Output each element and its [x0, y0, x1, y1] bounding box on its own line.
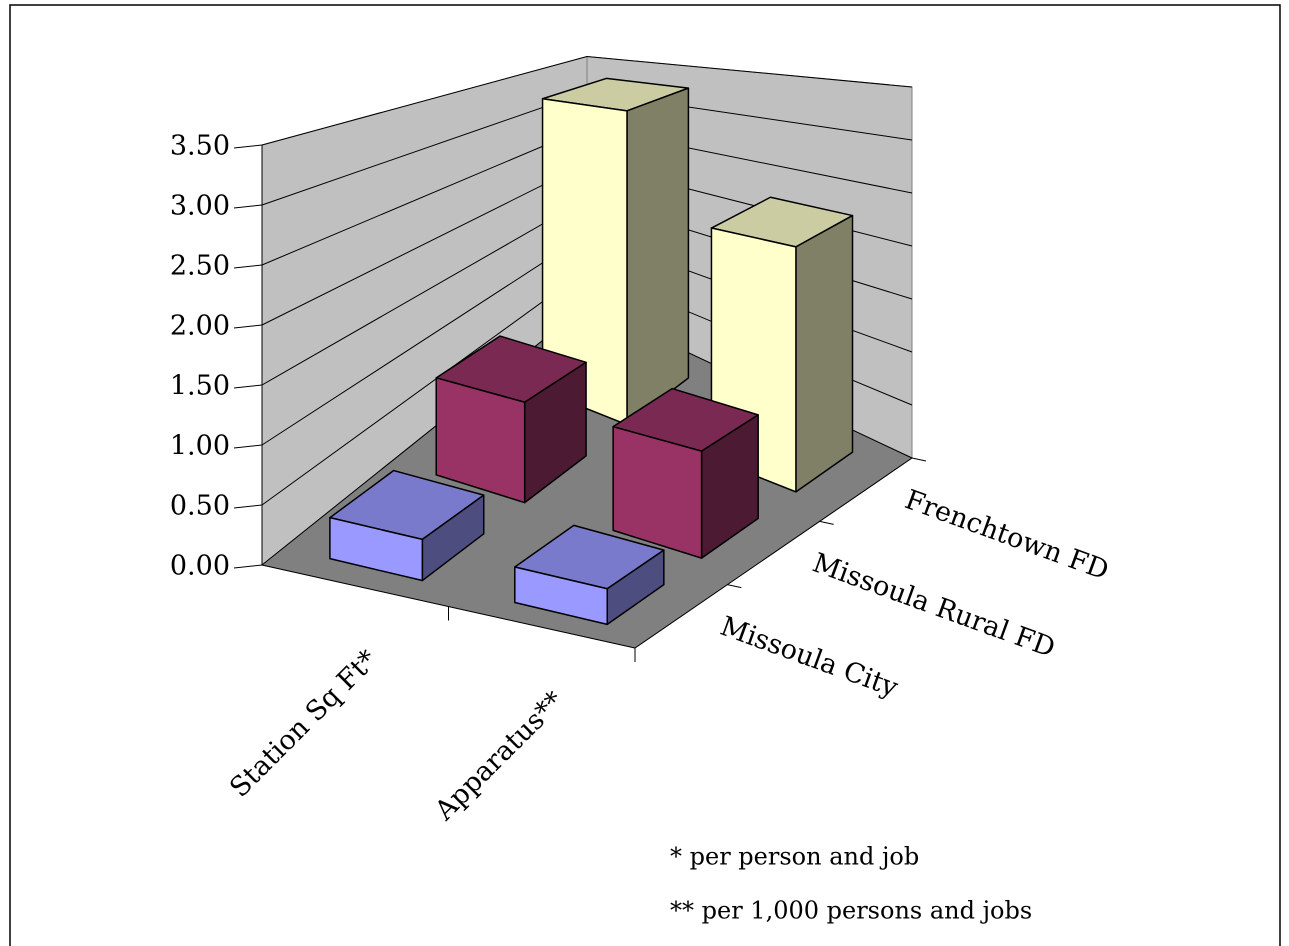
footnote: * per person and job: [670, 843, 919, 871]
y-tick: [233, 564, 263, 569]
y-tick-label: 3.50: [170, 131, 230, 162]
y-tick-label: 1.50: [170, 371, 230, 402]
y-tick: [233, 324, 263, 329]
y-tick-label: 0.00: [170, 551, 230, 582]
bar-front: [329, 516, 424, 582]
y-tick: [233, 504, 263, 509]
footnote: ** per 1,000 persons and jobs: [670, 897, 1032, 925]
bar-front: [612, 425, 703, 559]
bar: [514, 524, 665, 626]
bar-front: [435, 377, 526, 504]
depth-tick: [911, 457, 927, 462]
grid-line: [261, 55, 913, 146]
bar-front: [514, 566, 608, 626]
bar-side: [626, 87, 690, 426]
y-tick: [233, 264, 263, 269]
depth-tick: [727, 584, 742, 589]
y-tick-label: 2.00: [170, 311, 230, 342]
y-tick-label: 0.50: [170, 491, 230, 522]
bar: [435, 335, 587, 504]
y-tick-label: 2.50: [170, 251, 230, 282]
bar: [541, 77, 690, 426]
bar-front: [541, 98, 628, 426]
y-tick-label: 3.00: [170, 191, 230, 222]
y-tick-label: 1.00: [170, 431, 230, 462]
y-tick: [233, 204, 263, 209]
y-tick: [233, 384, 263, 389]
depth-tick: [819, 520, 834, 525]
bar-side: [795, 214, 854, 493]
bar: [612, 387, 759, 559]
y-tick: [233, 144, 263, 149]
bar: [329, 469, 485, 582]
depth-axis: [634, 457, 913, 649]
y-tick: [233, 444, 263, 449]
